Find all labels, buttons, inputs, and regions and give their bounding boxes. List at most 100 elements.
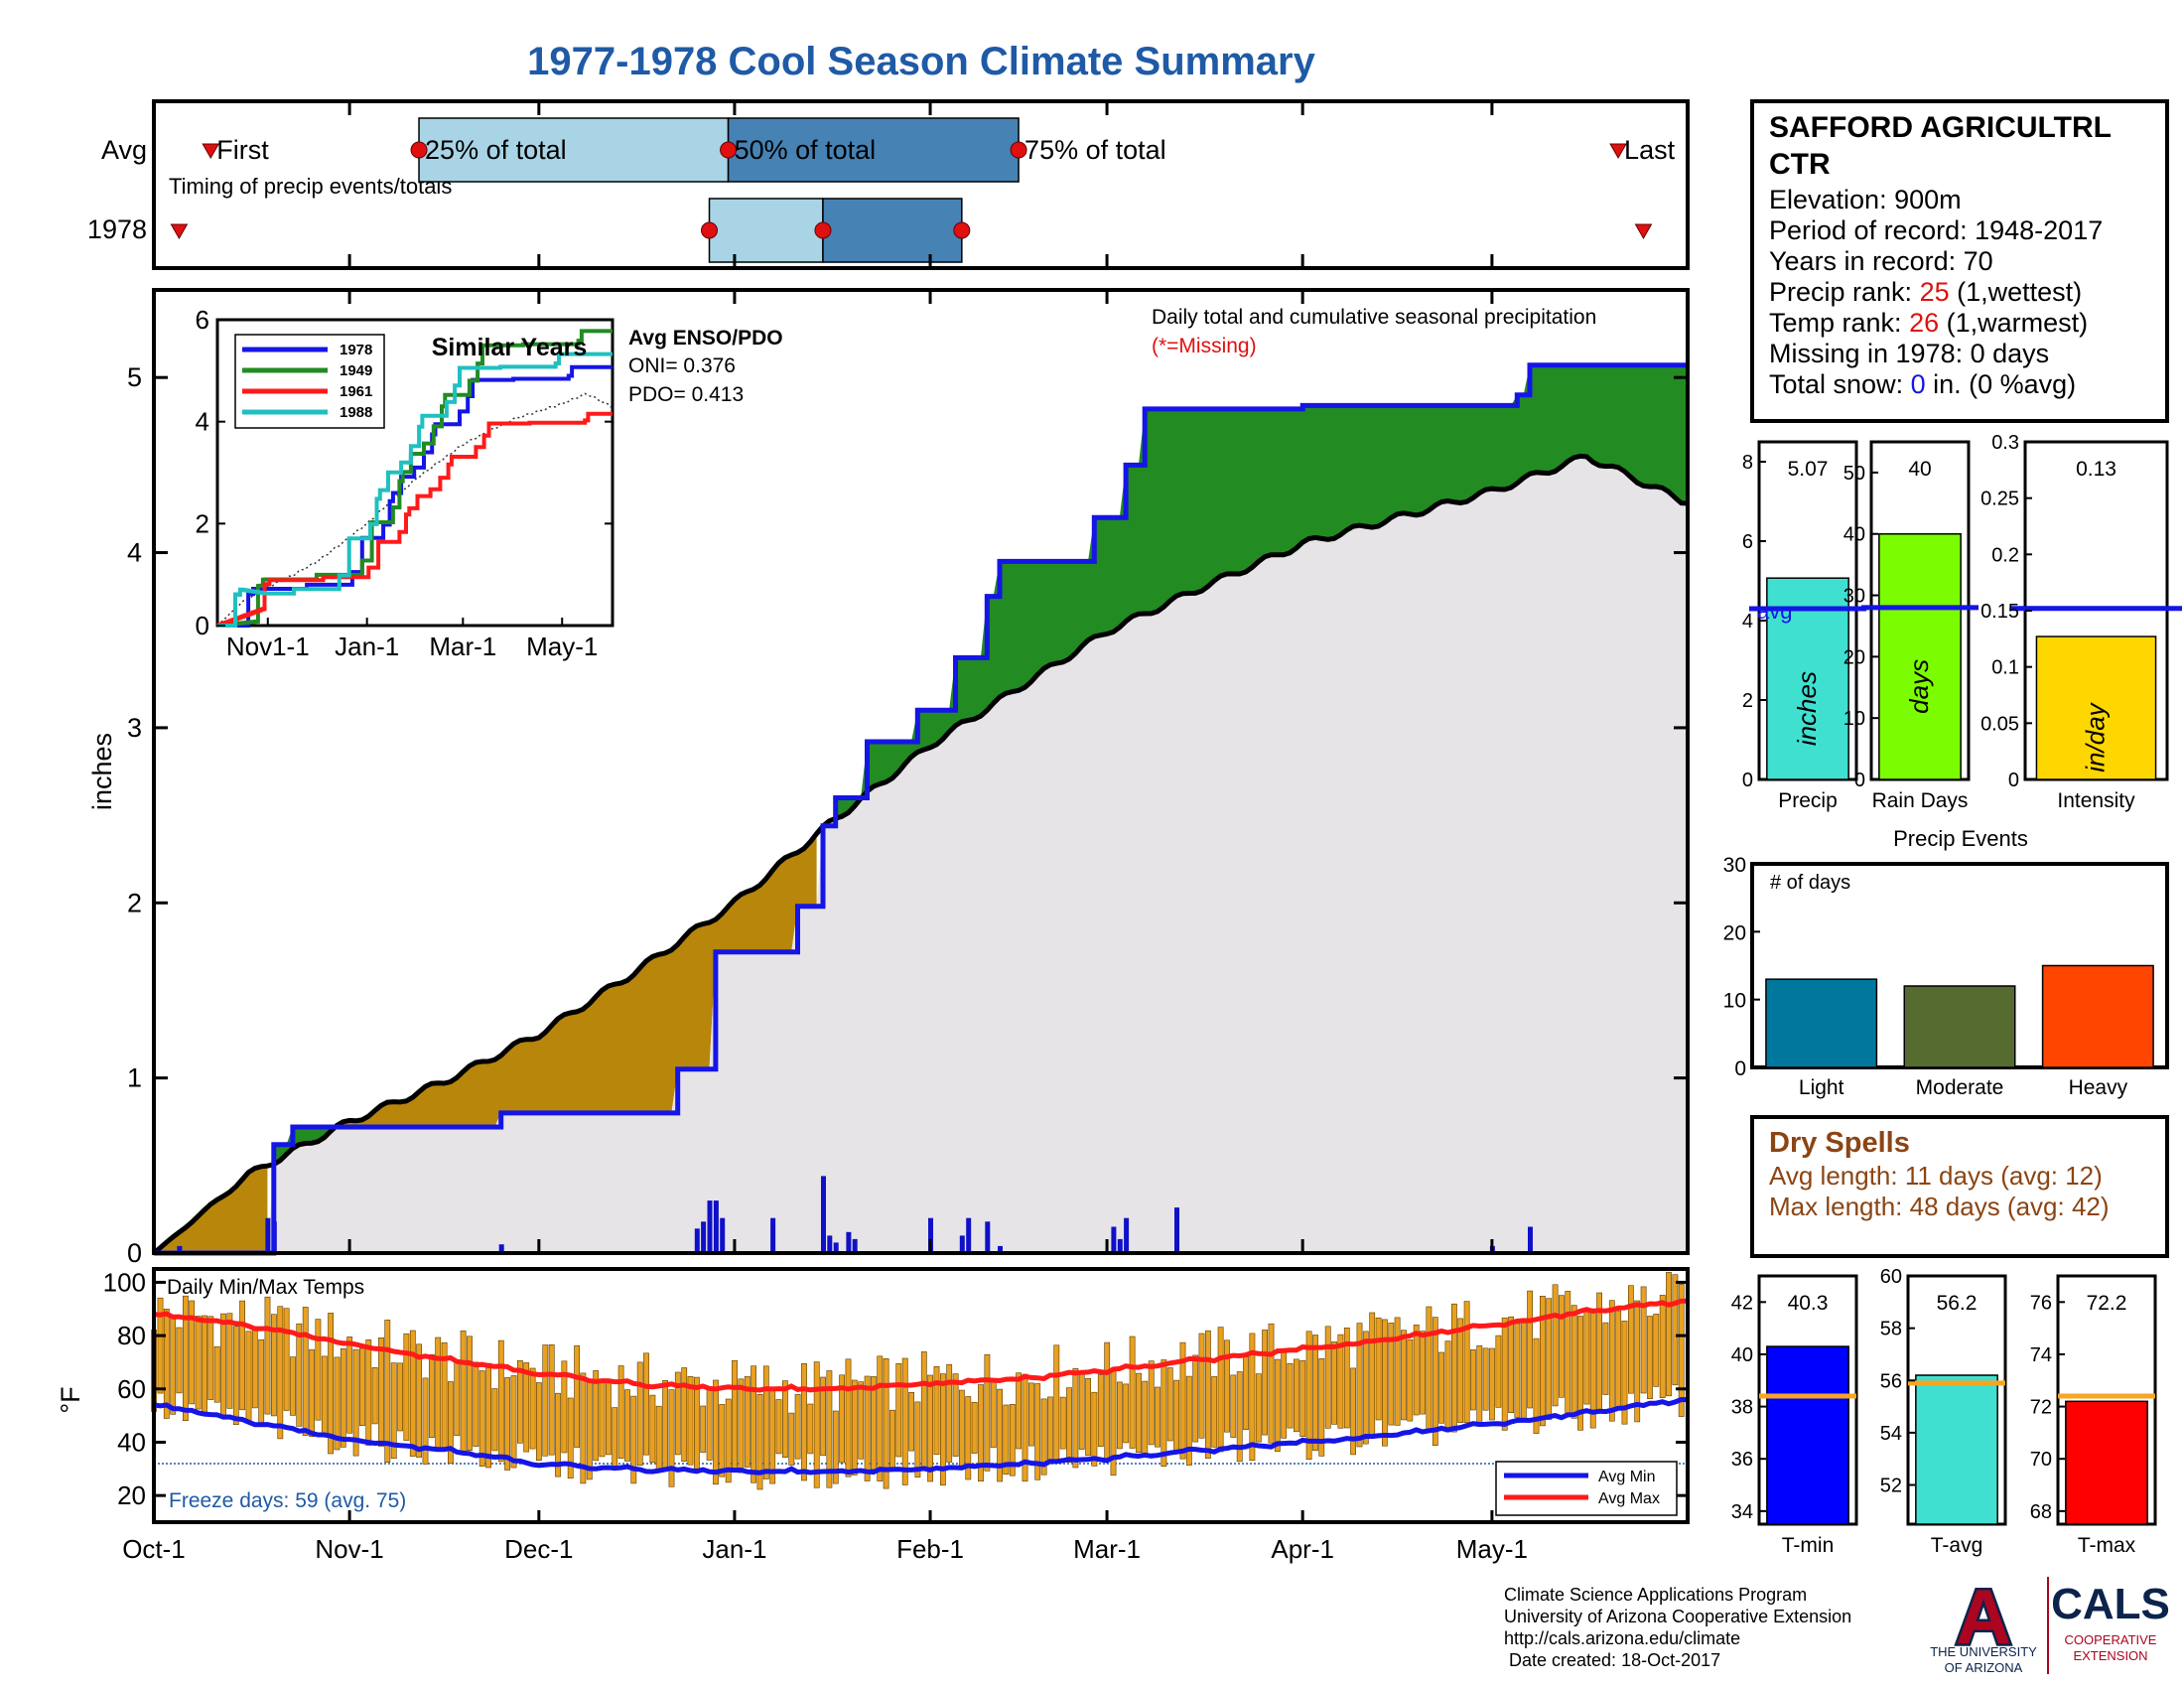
precip-diff-region-below [337, 833, 817, 1127]
precip-diff-region-above [273, 1127, 331, 1165]
daily-precip-bar [1174, 1207, 1179, 1253]
ua-logo-text2: OF ARIZONA [1945, 1660, 2023, 1675]
daily-temp-bar [491, 1388, 498, 1452]
freeze-days: Freeze days: 59 (avg. 75) [169, 1489, 406, 1512]
timing-marker-dot [701, 221, 719, 239]
daily-temp-bar [328, 1313, 334, 1455]
tempbar-1-ytick-label: 56 [1880, 1370, 1902, 1392]
dry-spells-avg: Avg length: 11 days (avg: 12) [1769, 1161, 2103, 1191]
tempbar-1-ytick-label: 58 [1880, 1319, 1902, 1340]
tempbar-1-label: T-avg [1931, 1534, 1983, 1557]
daily-temp-bar [643, 1352, 649, 1456]
tempbar-1-ytick-label: 60 [1880, 1266, 1902, 1288]
precip-events-title: Precip Events [1893, 826, 2028, 851]
year-cumulative-line [154, 362, 1688, 1256]
summary-2-ytick-label: 0.3 [1991, 432, 2019, 454]
summary-1-ytick-label: 0 [1854, 770, 1865, 791]
timing-label-50: 50% of total [735, 135, 877, 165]
temp-legend: Avg Min Avg Max [1495, 1461, 1678, 1516]
inset-title: Similar Years [432, 334, 588, 361]
daily-temp-bar [1249, 1333, 1256, 1462]
inset-series-1949 [216, 329, 613, 628]
daily-temp-bar [1217, 1327, 1224, 1453]
main-legend-title: Daily total and cumulative seasonal prec… [1152, 306, 1596, 329]
daily-temp-bar [845, 1358, 852, 1477]
ua-logo-letter: A [1956, 1573, 2011, 1660]
daily-temp-bar [574, 1344, 580, 1448]
temp-plot-frame [154, 1269, 1688, 1522]
timing-label-75: 75% of total [1024, 135, 1166, 165]
daily-temp-bar [497, 1339, 504, 1463]
daily-temp-bar [1457, 1318, 1464, 1424]
daily-temp-bar [1337, 1334, 1344, 1429]
cals-coop2: EXTENSION [2073, 1648, 2147, 1663]
tempbar-0-ytick-label: 38 [1731, 1397, 1753, 1419]
summary-2-label: Intensity [2057, 789, 2135, 812]
daily-temp-bar [516, 1359, 523, 1444]
daily-temp-bar [612, 1407, 618, 1468]
daily-temp-bar [1236, 1371, 1243, 1463]
daily-temp-bar [1401, 1330, 1407, 1421]
tempbar-1-value: 56.2 [1937, 1292, 1978, 1315]
daily-temp-bar [183, 1295, 189, 1421]
daily-temp-bar [1085, 1378, 1091, 1457]
daily-temp-bar [232, 1326, 239, 1426]
cals-logo: CALS COOPERATIVE EXTENSION [2051, 1580, 2170, 1663]
daily-temp-bar [1577, 1316, 1583, 1431]
daily-precip-bar [966, 1217, 972, 1253]
daily-temp-bar [245, 1331, 252, 1424]
main-content [152, 362, 1689, 1256]
temp-legend-min-label: Avg Min [1598, 1469, 1656, 1485]
daily-temp-bar [889, 1409, 895, 1470]
daily-temp-bar [1444, 1340, 1451, 1433]
daily-temp-bar [1583, 1308, 1590, 1405]
snow-value: 0 [1911, 369, 1926, 399]
summary-1-ytick-label: 30 [1843, 586, 1865, 608]
daily-temp-bar [1047, 1396, 1053, 1461]
tempbar-2-ytick-label: 76 [2030, 1292, 2052, 1314]
daily-precip-bar [821, 1176, 826, 1253]
events-content: 0 10 20 30 Light Moderate Heavy [1723, 854, 2154, 1099]
precip-rank-label: Precip rank: [1769, 277, 1920, 307]
daily-temp-bar [1262, 1330, 1268, 1436]
timing-marker-dot [953, 221, 971, 239]
summary-0-bar [1766, 577, 1849, 780]
tempbar-2-bar [2065, 1400, 2148, 1525]
daily-temp-bar [1432, 1317, 1438, 1446]
events-ytick-label: 20 [1723, 921, 1746, 944]
main-precip-chart: 0 1 2 3 4 5 inches Daily total and cumulative… [87, 288, 1690, 1268]
daily-temp-bar [340, 1348, 346, 1448]
summary-0-avg-label: avg [1757, 599, 1792, 624]
daily-temp-bar [302, 1307, 309, 1436]
inset-legend-label: 1949 [340, 362, 372, 379]
daily-temp-bar [555, 1392, 561, 1477]
timing-row-avg: Avg [101, 135, 147, 165]
daily-temp-bar [895, 1363, 902, 1458]
daily-temp-bar [1420, 1331, 1426, 1415]
daily-temp-bar [1003, 1404, 1010, 1476]
daily-precip-bar [713, 1200, 719, 1253]
daily-temp-bar [655, 1405, 662, 1471]
inset-ytick-label: 0 [196, 611, 209, 640]
summary-0-ytick-label: 8 [1742, 452, 1753, 474]
enso-title: Avg ENSO/PDO [628, 327, 783, 350]
tempbar-0-ytick-label: 42 [1731, 1292, 1753, 1314]
precip-base-area [154, 456, 1688, 1253]
dry-spells-box [1750, 1115, 2169, 1258]
enso-oni: ONI= 0.376 [628, 354, 736, 377]
inset-ytick-label: 6 [196, 305, 209, 335]
tempbar-0-ytick-label: 34 [1731, 1501, 1753, 1523]
footer-line3: http://cals.arizona.edu/climate [1504, 1628, 1740, 1648]
daily-temp-bar [460, 1331, 467, 1453]
summary-1-bar [1878, 532, 1962, 780]
daily-temp-bar [1205, 1330, 1211, 1459]
daily-temp-bar [1091, 1391, 1098, 1467]
temp-ytick-label: 20 [117, 1480, 146, 1510]
daily-temp-bar [334, 1356, 341, 1451]
dry-spells-title: Dry Spells [1769, 1127, 1910, 1159]
daily-temp-bar [163, 1309, 170, 1419]
station-years: Years in record: 70 [1769, 246, 1993, 276]
temp-ylabel: °F [56, 1386, 85, 1413]
daily-temp-bar [1136, 1372, 1142, 1453]
daily-temp-bar [775, 1399, 782, 1455]
